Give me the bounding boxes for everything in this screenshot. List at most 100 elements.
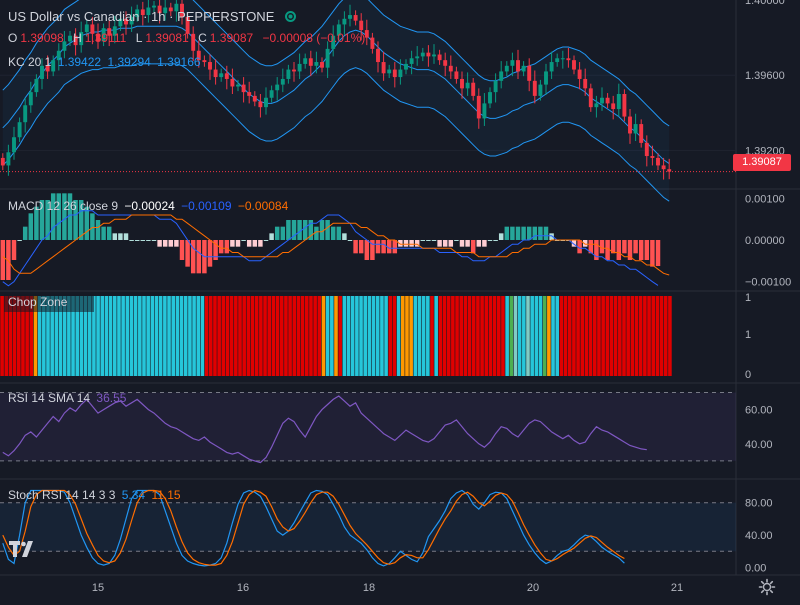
macd-hist-bar [174, 240, 179, 247]
kc-legend[interactable]: KC 20 1 1.39422 1.39294 1.39166 [8, 55, 204, 69]
candle-body [348, 15, 352, 19]
macd-hist-bar [370, 240, 375, 260]
macd-signal-line [2, 214, 670, 276]
candle-body [364, 30, 369, 38]
chop-bar [622, 296, 626, 376]
macd-hist-bar [140, 240, 146, 241]
chop-bar [284, 296, 288, 376]
settings-gear-icon[interactable] [758, 578, 776, 596]
chop-bar [246, 296, 251, 376]
chop-bar [342, 296, 347, 376]
chop-bar [171, 296, 176, 376]
time-tick-label: 16 [237, 582, 249, 594]
chop-bar [0, 296, 4, 376]
macd-legend[interactable]: MACD 12 26 close 9 −0.00024 −0.00109 −0.… [8, 199, 291, 213]
candle-body [577, 69, 582, 79]
candle-body [90, 24, 95, 34]
chop-bar [121, 296, 125, 376]
chop-bar [79, 296, 84, 376]
kc-label: KC 20 1 [8, 55, 52, 69]
macd-hist-bar [426, 240, 431, 241]
macd-hist-bar [638, 240, 644, 260]
chop-bar [67, 296, 71, 376]
chop-bar [451, 296, 455, 376]
macd-hist-bar [476, 240, 482, 247]
macd-hist-bar [459, 240, 465, 247]
candle-body [588, 88, 593, 108]
candle-body [101, 28, 106, 42]
candle-body [611, 103, 616, 110]
chop-bar [559, 296, 564, 376]
chop-bar [471, 296, 476, 376]
price-tick-label: 1.39600 [745, 70, 785, 82]
time-tick-label: 20 [527, 582, 539, 594]
chop-bar [334, 296, 338, 376]
chart-title-row: US Dollar vs Canadian · 1h · PEPPERSTONE [8, 9, 299, 24]
macd-hist-bar [336, 226, 342, 240]
chop-bar [346, 296, 351, 376]
macd-hist-bar [146, 240, 151, 241]
macd-hist-bar [168, 240, 174, 247]
macd-hist-bar [582, 240, 588, 247]
chop-bar [129, 296, 134, 376]
candle-body [482, 103, 487, 119]
candle-body [17, 122, 22, 138]
chop-bar [438, 296, 443, 376]
rsi-tick-label: 40.00 [745, 439, 773, 451]
macd-hist-bar [157, 240, 162, 247]
macd-hist-bar [347, 240, 353, 241]
ohlc-change: −0.00008 (−0.01%) [262, 31, 366, 45]
macd-hist-bar [302, 220, 308, 240]
candle-body [594, 103, 599, 108]
chop-bar [179, 296, 184, 376]
chop-bar [534, 296, 539, 376]
macd-hist-bar [510, 226, 515, 240]
chop-bar [25, 296, 29, 376]
macd-hist-bar [526, 226, 532, 240]
chop-bar [92, 296, 96, 376]
candle-body [247, 92, 252, 96]
macd-hist-bar [56, 193, 62, 240]
chop-bar [213, 296, 217, 376]
macd-hist-bar [291, 220, 297, 240]
chop-label: Chop Zone [8, 295, 68, 309]
macd-hist-bar [521, 226, 526, 240]
candle-body [168, 7, 173, 12]
chop-bar [62, 296, 67, 376]
macd-hist-bar [123, 233, 129, 240]
candle-body [124, 18, 128, 25]
candles-group [0, 0, 672, 180]
chop-bar [626, 296, 630, 376]
candle-body [404, 63, 408, 70]
chop-bar [142, 296, 146, 376]
macd-hist-bar [504, 226, 510, 240]
chop-bar [167, 296, 171, 376]
chop-bar [380, 296, 384, 376]
candle-body [23, 105, 28, 123]
candle-body [68, 35, 72, 42]
chop-bar [501, 296, 505, 376]
macd-hist-bar [101, 226, 106, 240]
candle-body [471, 82, 476, 96]
chop-bar [225, 296, 230, 376]
macd-hist-bar [437, 240, 442, 247]
chop-legend[interactable]: Chop Zone [8, 295, 70, 309]
stoch-legend[interactable]: Stoch RSI 14 14 3 3 5.34 11.15 [8, 488, 184, 502]
stoch-tick-label: 40.00 [745, 530, 773, 542]
ohlc-close: C 1.39087 [198, 31, 254, 45]
ohlc-row: O 1.39098 H 1.39111 L 1.39081 C 1.39087 −0.0… [8, 31, 368, 45]
candle-body [118, 18, 123, 27]
kc-upper-value: 1.39422 [57, 55, 102, 69]
macd-hist-bar [330, 226, 336, 240]
tradingview-logo-icon[interactable] [8, 538, 38, 560]
candle-body [185, 16, 190, 34]
macd-hist-bar [274, 226, 280, 240]
candle-body [454, 71, 459, 79]
chop-bar [588, 296, 593, 376]
chop-bar [555, 296, 560, 376]
candle-body [264, 97, 268, 108]
rsi-legend[interactable]: RSI 14 SMA 14 36.55 [8, 391, 129, 405]
chop-bar [279, 296, 284, 376]
